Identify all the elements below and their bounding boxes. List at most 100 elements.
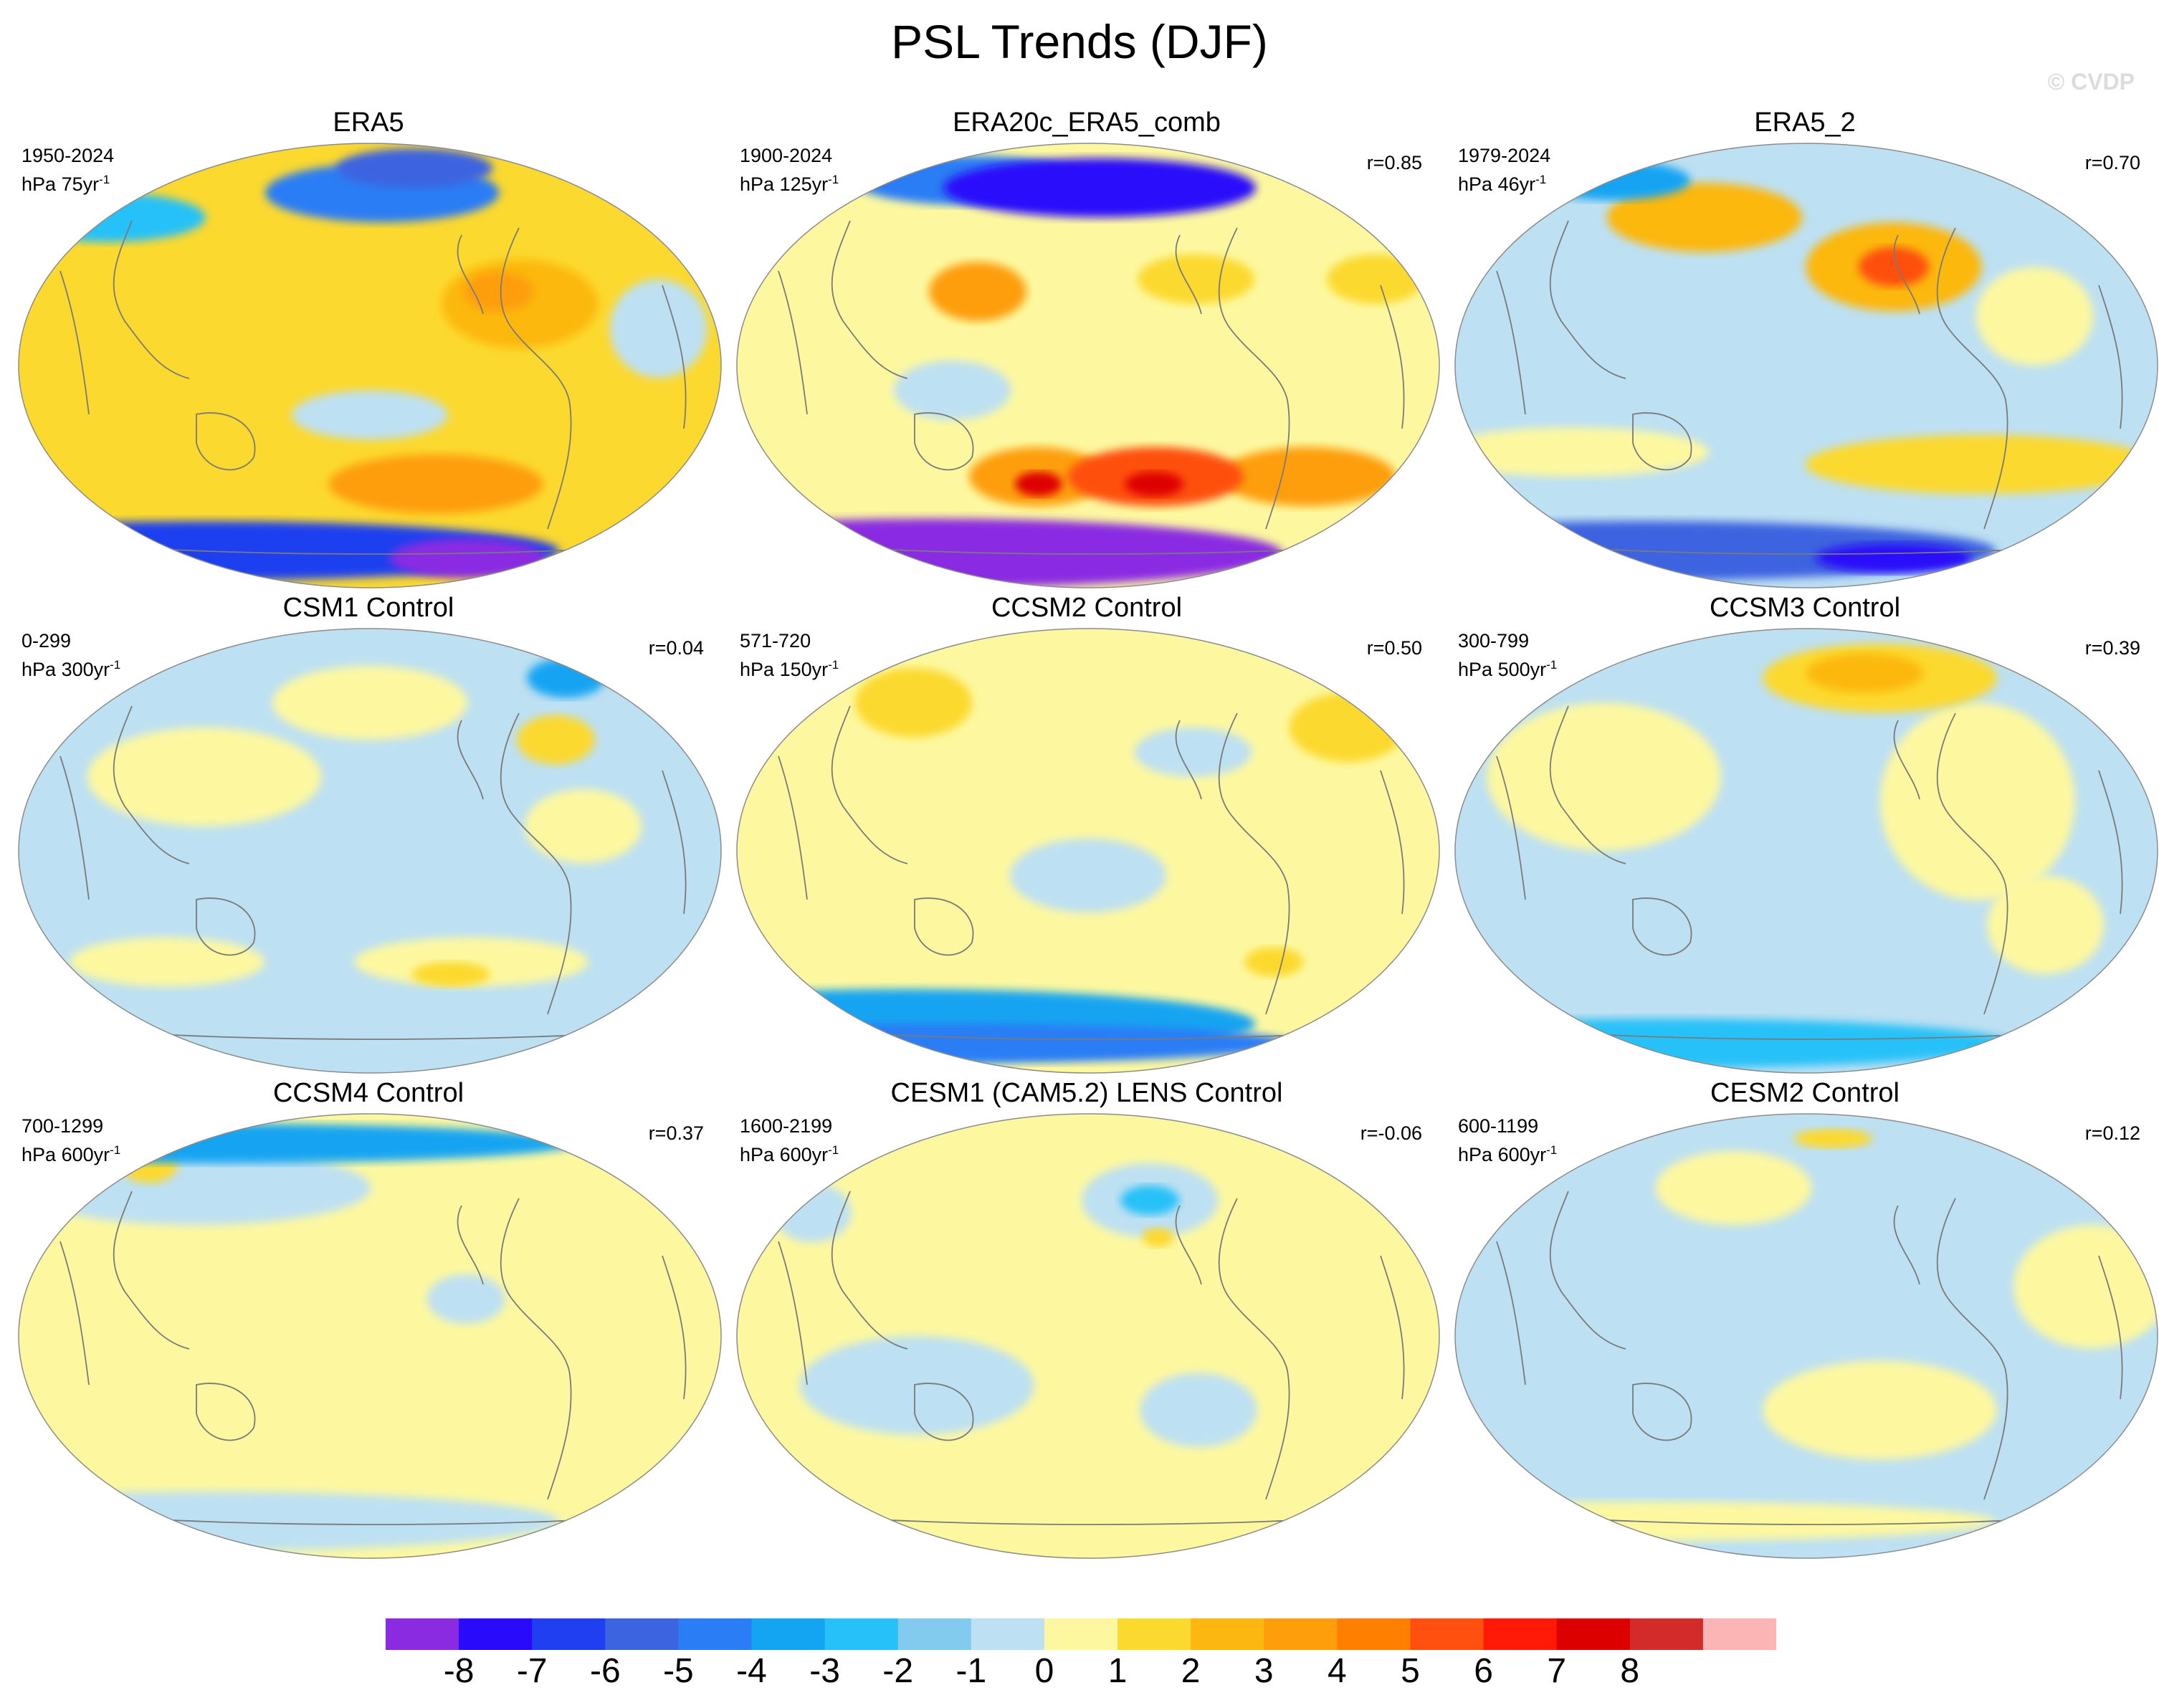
trend-contour [1606, 183, 1803, 252]
coastline [196, 897, 256, 956]
map-outline [18, 143, 722, 588]
coastline [196, 412, 256, 471]
coastline [59, 270, 90, 415]
trend-contour [1975, 267, 2094, 366]
map-outline [736, 1113, 1440, 1559]
trend-contour [1655, 1150, 1812, 1225]
units-exponent: -1 [1546, 1143, 1558, 1157]
trend-contour [1763, 1360, 1997, 1460]
units-prefix: hPa [740, 659, 775, 680]
panel-correlation: r=0.70 [2084, 152, 2140, 173]
coastline [1632, 1383, 1692, 1441]
trend-contour [463, 272, 534, 312]
units-trend-period: 500yr [1497, 659, 1547, 680]
coastline [1380, 770, 1405, 915]
panel-units: hPa 300yr-1 [22, 653, 120, 682]
colorbar-swatch [678, 1618, 753, 1650]
trend-contour [1125, 472, 1183, 497]
trend-contour [1219, 447, 1396, 507]
colorbar-tick-label: 2 [1181, 1652, 1201, 1690]
map-outline [736, 628, 1440, 1074]
trend-contour [146, 234, 342, 324]
colorbar-swatch [897, 1618, 972, 1650]
trend-contour [69, 937, 265, 987]
panel-correlation: r=0.04 [648, 637, 704, 659]
field-base [1455, 143, 2158, 588]
units-prefix: hPa [22, 1144, 57, 1165]
panel-title: CSM1 Control [282, 593, 454, 623]
panel-units: hPa 46yr-1 [1458, 168, 1546, 196]
coastline [113, 1191, 190, 1350]
coastline [1380, 285, 1405, 429]
units-exponent: -1 [99, 173, 110, 186]
map-panel: CSM1 Control 0-299 hPa 300yr-1 r=0.04 [9, 591, 728, 1079]
colorbar-tick-label: -2 [882, 1652, 914, 1690]
map-panel: ERA20c_ERA5_comb 1900-2024 hPa 125yr-1 r=0.… [727, 106, 1447, 593]
colorbar-tick-label: 6 [1474, 1652, 1493, 1690]
coastline [778, 270, 808, 415]
colorbar-tick-label: -7 [516, 1652, 548, 1690]
coastline [457, 1205, 484, 1285]
units-exponent: -1 [828, 1143, 839, 1157]
page-title: PSL Trends (DJF) [891, 15, 1268, 68]
panel-units: hPa 125yr-1 [740, 168, 839, 196]
units-trend-period: 300yr [61, 659, 110, 680]
colorbar-swatch [1483, 1618, 1558, 1650]
trend-contour [1806, 653, 1924, 693]
map-outline [736, 143, 1440, 588]
panel-units: hPa 600yr-1 [22, 1138, 120, 1167]
panel-units: hPa 75yr-1 [22, 168, 110, 196]
coastline [59, 755, 90, 900]
trend-contour [1793, 1128, 1872, 1149]
trend-contour [1289, 692, 1406, 762]
coastline [1175, 234, 1202, 315]
world-map [736, 143, 1440, 588]
panel-units: hPa 600yr-1 [1458, 1138, 1557, 1167]
coastline [1380, 1255, 1405, 1400]
trend-contour [2013, 1225, 2158, 1349]
trend-contour [516, 715, 595, 765]
trend-contour [773, 1183, 852, 1243]
trend-contour [328, 454, 543, 514]
map-outline [18, 1113, 722, 1559]
colorbar-swatch [824, 1618, 899, 1650]
trend-contour [1120, 1185, 1180, 1216]
panel-correlation: r=0.85 [1366, 152, 1422, 173]
trend-contour [1487, 702, 1722, 851]
panel-title: CESM2 Control [1710, 1078, 1900, 1108]
units-exponent: -1 [828, 658, 839, 672]
coastline [1936, 712, 2008, 1015]
colorbar-swatch [1629, 1618, 1704, 1650]
colorbar-swatch [1702, 1618, 1776, 1650]
panel-title: ERA5_2 [1754, 108, 1856, 138]
panel-title: CCSM3 Control [1709, 593, 1901, 623]
units-exponent: -1 [110, 1143, 121, 1157]
field-base [737, 143, 1439, 588]
units-prefix: hPa [1458, 659, 1493, 680]
trend-contour [893, 361, 1011, 420]
colorbar-swatch [1556, 1618, 1631, 1650]
colorbar-swatch [1117, 1618, 1191, 1650]
panel-title: CCSM4 Control [272, 1078, 464, 1108]
panel-period: 571-720 [740, 630, 811, 652]
trend-contour [272, 665, 468, 740]
colorbar-swatch [1044, 1618, 1118, 1650]
colorbar-swatch [1264, 1618, 1338, 1650]
panel-period: 600-1199 [1458, 1115, 1539, 1137]
panel-period: 1979-2024 [1458, 145, 1551, 166]
colorbar-swatch [1410, 1618, 1484, 1650]
colorbar-tick-label: -1 [955, 1652, 987, 1690]
trend-contour [411, 962, 490, 987]
colorbar-tick-label: 0 [1034, 1652, 1054, 1690]
coastline [457, 720, 484, 800]
coastline [2098, 770, 2123, 915]
coastline [500, 712, 572, 1015]
world-map [18, 628, 722, 1074]
world-map [1454, 628, 2158, 1074]
coastline [1893, 720, 1920, 800]
panel-period: 700-1299 [22, 1115, 104, 1137]
world-map [736, 628, 1440, 1074]
trend-contour [1858, 247, 1929, 287]
units-prefix: hPa [1458, 173, 1493, 195]
coastline [1175, 720, 1202, 800]
